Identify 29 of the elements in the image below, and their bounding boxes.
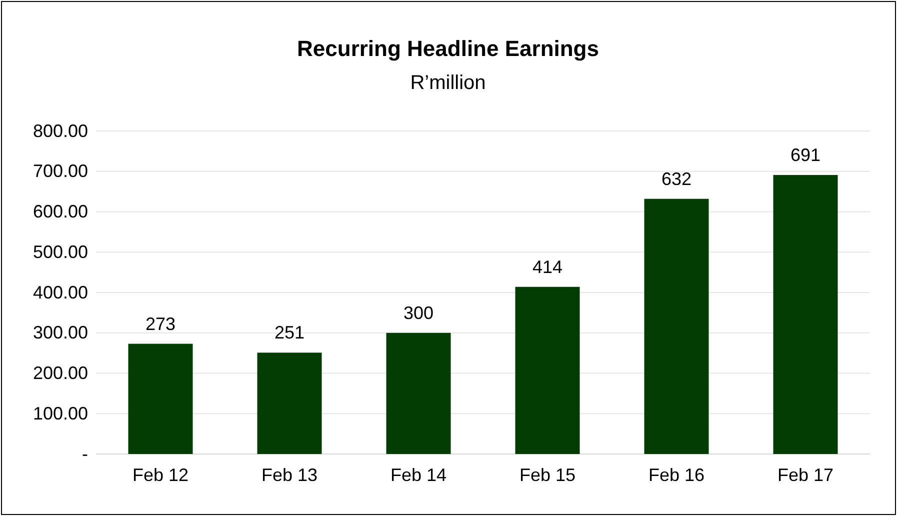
chart-title: Recurring Headline Earnings [297, 36, 599, 61]
bar [773, 175, 838, 454]
y-tick-label: 300.00 [32, 322, 88, 343]
y-tick-label: 400.00 [32, 282, 88, 302]
x-tick-label: Feb 17 [777, 464, 834, 485]
bar [644, 198, 709, 454]
x-tick-label: Feb 13 [261, 464, 318, 485]
data-label: 691 [790, 145, 821, 166]
y-tick-label: 100.00 [32, 403, 88, 424]
bar [128, 344, 193, 454]
data-label: 414 [532, 256, 563, 277]
y-tick-label: 200.00 [32, 363, 88, 384]
chart-subtitle: R’million [410, 72, 486, 94]
x-tick-label: Feb 12 [132, 464, 189, 485]
bar [386, 332, 451, 454]
x-tick-label: Feb 15 [519, 464, 576, 485]
y-tick-label: 600.00 [32, 202, 88, 222]
data-label: 251 [274, 322, 305, 343]
bar [257, 352, 322, 454]
data-label: 632 [661, 168, 692, 189]
y-tick-label: 800.00 [32, 120, 88, 141]
y-tick-label: 700.00 [32, 161, 88, 182]
x-tick-label: Feb 16 [648, 464, 705, 485]
data-label: 273 [145, 314, 176, 334]
y-tick-label: - [82, 444, 88, 464]
y-tick-label: 500.00 [32, 242, 88, 262]
x-tick-label: Feb 14 [390, 464, 447, 485]
bar [515, 286, 580, 454]
data-label: 300 [403, 302, 434, 323]
